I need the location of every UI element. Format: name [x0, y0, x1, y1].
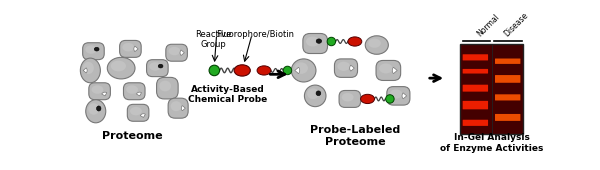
- Wedge shape: [350, 65, 355, 71]
- Ellipse shape: [111, 61, 126, 71]
- FancyBboxPatch shape: [495, 58, 520, 64]
- Text: Probe-Labeled
Proteome: Probe-Labeled Proteome: [310, 125, 400, 147]
- Ellipse shape: [361, 94, 374, 104]
- Ellipse shape: [234, 65, 250, 76]
- FancyBboxPatch shape: [339, 90, 361, 107]
- FancyBboxPatch shape: [157, 77, 178, 99]
- FancyBboxPatch shape: [463, 101, 488, 109]
- Text: In-Gel Analysis
of Enzyme Activities: In-Gel Analysis of Enzyme Activities: [440, 133, 543, 152]
- FancyBboxPatch shape: [124, 83, 145, 100]
- Ellipse shape: [94, 47, 99, 51]
- FancyBboxPatch shape: [463, 69, 488, 74]
- Wedge shape: [102, 92, 107, 96]
- Text: Proteome: Proteome: [101, 131, 162, 141]
- FancyBboxPatch shape: [463, 120, 488, 126]
- Ellipse shape: [337, 62, 350, 71]
- FancyBboxPatch shape: [83, 43, 104, 60]
- Ellipse shape: [97, 106, 101, 111]
- Text: Normal: Normal: [476, 13, 502, 39]
- Ellipse shape: [316, 39, 322, 43]
- Ellipse shape: [169, 47, 181, 55]
- Ellipse shape: [88, 103, 99, 115]
- Ellipse shape: [365, 36, 388, 54]
- Ellipse shape: [126, 85, 138, 94]
- FancyBboxPatch shape: [146, 60, 168, 77]
- FancyBboxPatch shape: [127, 104, 149, 121]
- Ellipse shape: [348, 37, 362, 46]
- Text: Fluorophore/Biotin: Fluorophore/Biotin: [216, 30, 294, 39]
- Ellipse shape: [368, 39, 381, 48]
- Ellipse shape: [170, 101, 182, 111]
- Ellipse shape: [122, 43, 134, 52]
- FancyBboxPatch shape: [495, 114, 520, 121]
- Ellipse shape: [80, 58, 100, 83]
- Wedge shape: [140, 114, 145, 117]
- FancyBboxPatch shape: [334, 59, 358, 77]
- Wedge shape: [83, 68, 87, 73]
- Text: Disease: Disease: [502, 11, 530, 39]
- Ellipse shape: [304, 85, 326, 107]
- Ellipse shape: [327, 37, 335, 46]
- FancyBboxPatch shape: [168, 98, 188, 118]
- Ellipse shape: [130, 107, 142, 115]
- FancyBboxPatch shape: [89, 83, 110, 100]
- FancyBboxPatch shape: [463, 85, 488, 92]
- Text: Activity-Based
Chemical Probe: Activity-Based Chemical Probe: [188, 85, 267, 105]
- FancyBboxPatch shape: [166, 44, 187, 61]
- Ellipse shape: [307, 88, 319, 99]
- Ellipse shape: [149, 62, 161, 71]
- Ellipse shape: [83, 62, 94, 74]
- Ellipse shape: [342, 93, 353, 101]
- Wedge shape: [180, 50, 184, 56]
- Ellipse shape: [159, 81, 171, 91]
- Ellipse shape: [386, 95, 394, 103]
- Wedge shape: [136, 92, 142, 96]
- Ellipse shape: [92, 85, 103, 94]
- FancyBboxPatch shape: [463, 54, 488, 61]
- Bar: [460, 44, 523, 134]
- Ellipse shape: [158, 64, 163, 68]
- Ellipse shape: [209, 65, 220, 76]
- Wedge shape: [392, 67, 397, 74]
- FancyBboxPatch shape: [119, 40, 141, 57]
- FancyBboxPatch shape: [495, 75, 520, 83]
- Wedge shape: [181, 106, 185, 111]
- Ellipse shape: [292, 59, 316, 82]
- Wedge shape: [295, 67, 300, 74]
- Ellipse shape: [257, 66, 271, 75]
- Ellipse shape: [283, 66, 292, 75]
- Wedge shape: [134, 46, 138, 52]
- FancyBboxPatch shape: [376, 61, 401, 80]
- Text: Reactive
Group: Reactive Group: [196, 30, 232, 49]
- Ellipse shape: [306, 37, 320, 47]
- Ellipse shape: [107, 57, 135, 79]
- FancyBboxPatch shape: [387, 87, 410, 105]
- Ellipse shape: [389, 89, 403, 99]
- Ellipse shape: [85, 45, 97, 54]
- FancyBboxPatch shape: [495, 94, 520, 100]
- Ellipse shape: [316, 91, 321, 96]
- FancyBboxPatch shape: [303, 33, 328, 54]
- Ellipse shape: [86, 100, 106, 123]
- Ellipse shape: [379, 63, 392, 73]
- Ellipse shape: [295, 62, 308, 74]
- Wedge shape: [402, 93, 407, 99]
